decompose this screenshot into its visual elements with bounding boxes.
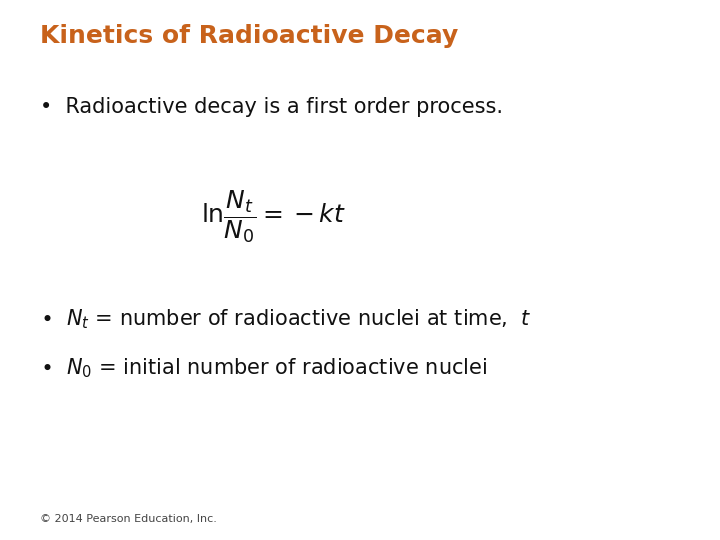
Text: $\bullet$  $N_t$ = number of radioactive nuclei at time,  $t$: $\bullet$ $N_t$ = number of radioactive … (40, 308, 531, 332)
Text: $\bullet$  $N_0$ = initial number of radioactive nuclei: $\bullet$ $N_0$ = initial number of radi… (40, 356, 487, 380)
Text: •  Radioactive decay is a first order process.: • Radioactive decay is a first order pro… (40, 97, 503, 117)
Text: $\mathrm{ln}\dfrac{N_t}{N_0} = -kt$: $\mathrm{ln}\dfrac{N_t}{N_0} = -kt$ (201, 189, 346, 245)
Text: Kinetics of Radioactive Decay: Kinetics of Radioactive Decay (40, 24, 458, 48)
Text: © 2014 Pearson Education, Inc.: © 2014 Pearson Education, Inc. (40, 514, 217, 524)
